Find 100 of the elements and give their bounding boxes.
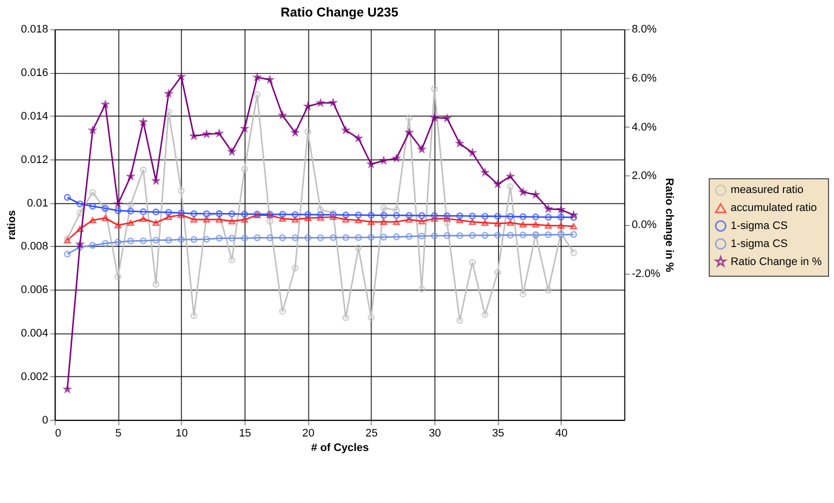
point xyxy=(190,312,198,320)
point xyxy=(241,234,248,242)
point xyxy=(89,242,96,249)
point xyxy=(406,216,413,223)
point xyxy=(140,216,147,222)
point xyxy=(444,219,451,226)
point xyxy=(114,238,122,246)
point xyxy=(140,237,147,244)
x-tick-label: 0 xyxy=(55,427,62,440)
point xyxy=(544,214,552,221)
point xyxy=(544,222,552,229)
point xyxy=(520,290,526,298)
point xyxy=(380,234,388,241)
point xyxy=(520,231,526,238)
point xyxy=(418,212,426,220)
point xyxy=(494,269,502,276)
x-axis-title: # of Cycles xyxy=(311,442,369,454)
point xyxy=(544,231,552,238)
point xyxy=(456,316,464,324)
point xyxy=(418,232,426,240)
legend-label: 1-sigma CS xyxy=(730,238,788,250)
point xyxy=(342,234,350,242)
point xyxy=(330,234,337,242)
point xyxy=(127,208,134,215)
y-tick-label: 0.016 xyxy=(20,67,48,80)
y-tick-label: 0.014 xyxy=(20,110,48,122)
point xyxy=(241,166,248,173)
point xyxy=(354,217,362,224)
point xyxy=(342,216,350,223)
point xyxy=(558,214,564,221)
point xyxy=(392,206,400,214)
point xyxy=(190,236,198,243)
point xyxy=(418,218,426,224)
point xyxy=(482,220,488,226)
point xyxy=(178,236,185,243)
point xyxy=(354,234,362,242)
point xyxy=(140,166,147,174)
point xyxy=(292,211,299,218)
point xyxy=(152,208,160,216)
point xyxy=(430,216,438,222)
point xyxy=(482,212,488,220)
point xyxy=(532,213,540,220)
point xyxy=(494,232,502,239)
point xyxy=(89,202,96,210)
y2-tick-label: -2.0% xyxy=(632,268,661,280)
point xyxy=(317,206,324,214)
point xyxy=(418,286,426,292)
point xyxy=(216,234,223,242)
point xyxy=(342,212,350,218)
x-tick-label: 40 xyxy=(555,427,568,440)
point xyxy=(506,220,514,226)
chart-title: Ratio Change U235 xyxy=(280,4,398,20)
point xyxy=(102,240,109,247)
point xyxy=(304,214,312,222)
legend-label: measured ratio xyxy=(730,184,804,196)
legend-label: 1-sigma CS xyxy=(730,220,788,232)
point xyxy=(406,212,413,219)
point xyxy=(482,311,488,318)
point xyxy=(392,233,400,240)
y-tick-label: 0.01 xyxy=(26,197,48,210)
point xyxy=(444,212,451,220)
y2-tick-label: 8.0% xyxy=(632,24,657,36)
point xyxy=(380,204,388,212)
point xyxy=(102,214,109,222)
point xyxy=(354,212,362,218)
point xyxy=(228,256,236,264)
point xyxy=(266,234,274,242)
point xyxy=(228,234,236,242)
point xyxy=(368,212,375,219)
point xyxy=(127,238,134,244)
point xyxy=(140,208,147,216)
point xyxy=(392,218,400,226)
point xyxy=(190,210,198,218)
point xyxy=(165,208,172,216)
point xyxy=(406,114,413,122)
point xyxy=(368,314,375,322)
legend-label: accumulated ratio xyxy=(730,202,817,214)
y2-tick-label: 0.0% xyxy=(632,219,657,232)
point xyxy=(317,214,324,221)
point xyxy=(152,236,160,244)
x-tick-label: 10 xyxy=(176,427,188,440)
point xyxy=(127,201,134,208)
point xyxy=(279,308,286,315)
point xyxy=(482,232,488,239)
y-tick-label: 0.012 xyxy=(20,154,48,166)
point xyxy=(165,214,172,220)
y-tick-label: 0.018 xyxy=(20,24,48,36)
point xyxy=(406,233,413,240)
point xyxy=(178,187,185,194)
x-tick-label: 35 xyxy=(492,427,504,440)
point xyxy=(254,91,261,98)
point xyxy=(430,232,438,240)
point xyxy=(506,183,514,190)
y-tick-label: 0.008 xyxy=(20,240,48,253)
point xyxy=(558,222,564,229)
y-tick-label: 0 xyxy=(42,414,48,426)
point xyxy=(76,226,84,232)
point xyxy=(430,85,438,92)
point xyxy=(444,232,451,240)
point xyxy=(114,273,122,280)
